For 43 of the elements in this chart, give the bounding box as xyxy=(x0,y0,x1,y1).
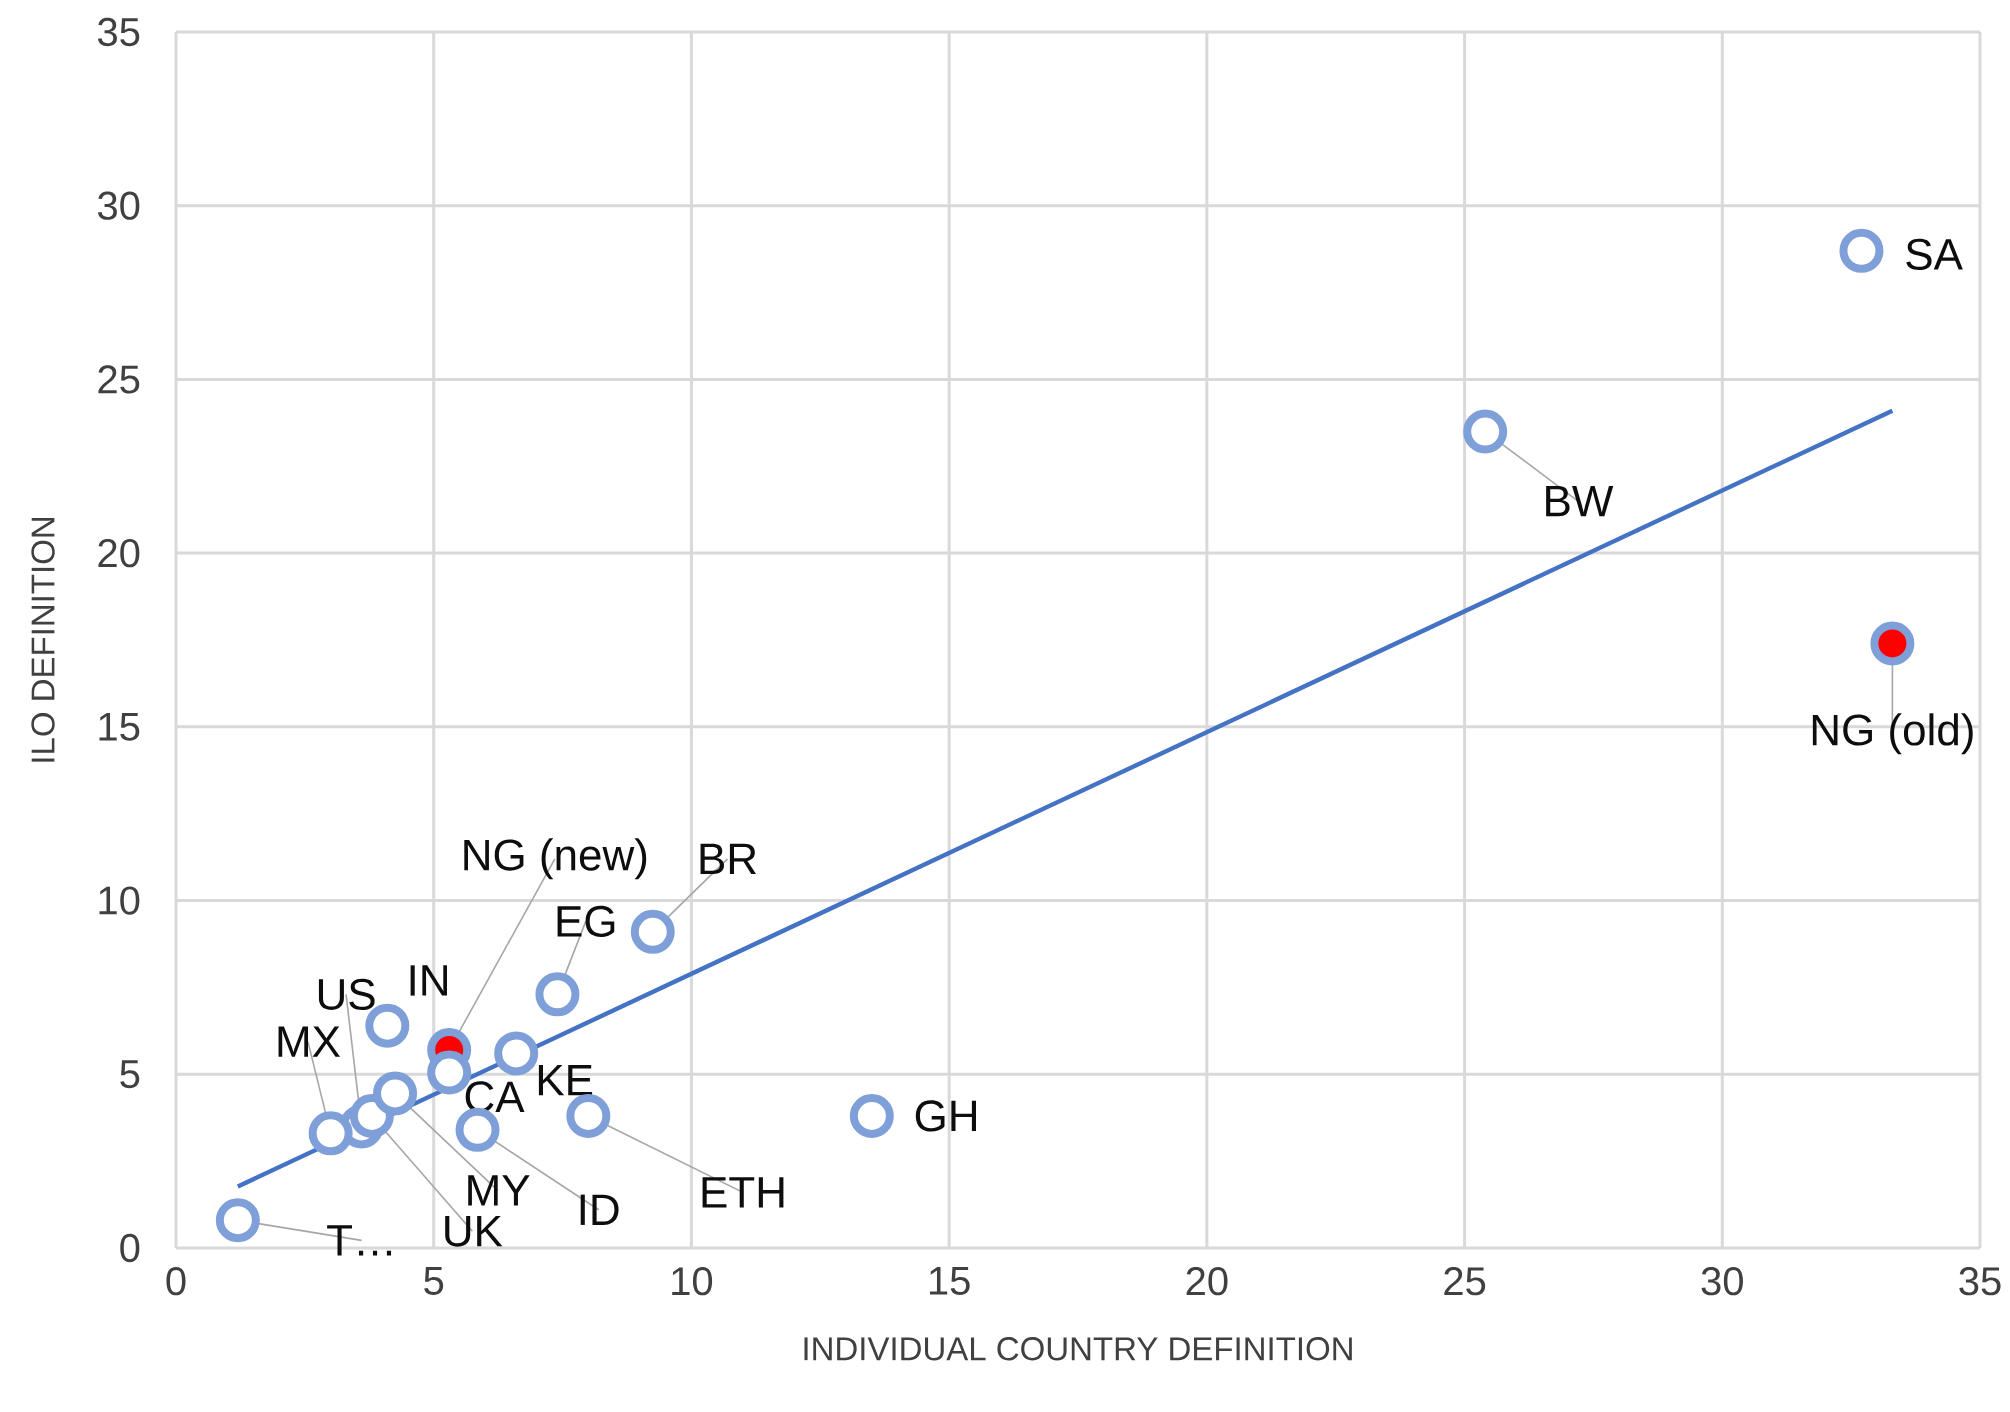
annotation: EG xyxy=(557,905,615,937)
point xyxy=(308,1111,353,1156)
y-tick-label: 30 xyxy=(97,191,140,220)
x-axis-title: INDIVIDUAL COUNTRY DEFINITION xyxy=(804,1337,1352,1361)
y-tick-label: 0 xyxy=(120,1233,140,1263)
annotation: GH xyxy=(915,1100,976,1132)
annotation: ETH xyxy=(702,1177,784,1208)
y-tick-label: 20 xyxy=(98,538,140,568)
y-axis-title: ILO DEFINITION xyxy=(31,518,55,762)
x-tick-label: 15 xyxy=(929,1267,970,1295)
x-tick-label: 30 xyxy=(1701,1267,1743,1296)
x-tick-label: 5 xyxy=(424,1267,444,1295)
annotation: IN xyxy=(410,965,447,996)
annotation: ID xyxy=(580,1194,619,1225)
x-tick-label: 10 xyxy=(672,1267,713,1296)
annotation: NG (old) xyxy=(1812,713,1973,755)
point xyxy=(535,972,580,1017)
y-tick-label: 5 xyxy=(120,1060,140,1089)
annotation: T… xyxy=(327,1225,392,1256)
point xyxy=(630,909,675,954)
annotation: UK xyxy=(445,1215,503,1247)
point xyxy=(373,1071,418,1116)
y-tick-label: 35 xyxy=(97,17,140,47)
point xyxy=(1839,228,1884,273)
point xyxy=(494,1031,539,1076)
y-tick-label: 10 xyxy=(99,886,140,915)
x-tick-label: 0 xyxy=(166,1267,186,1296)
point xyxy=(849,1093,894,1138)
point xyxy=(1463,409,1508,454)
annotation: KE xyxy=(538,1065,593,1096)
x-tick-label: 20 xyxy=(1186,1267,1228,1296)
annotation: MY xyxy=(468,1175,530,1206)
x-tick-label: 25 xyxy=(1444,1267,1486,1296)
x-tick-label: 35 xyxy=(1959,1267,2001,1296)
annotation: BR xyxy=(700,843,757,874)
y-tick-label: 25 xyxy=(98,365,140,394)
point xyxy=(215,1198,260,1243)
annotation: SA xyxy=(1906,238,1963,270)
annotation: US xyxy=(318,978,375,1010)
annotation: NG (new) xyxy=(464,838,647,880)
annotation: MX xyxy=(278,1026,341,1057)
y-tick-label: 15 xyxy=(99,712,140,741)
annotation: BW xyxy=(1546,485,1614,517)
